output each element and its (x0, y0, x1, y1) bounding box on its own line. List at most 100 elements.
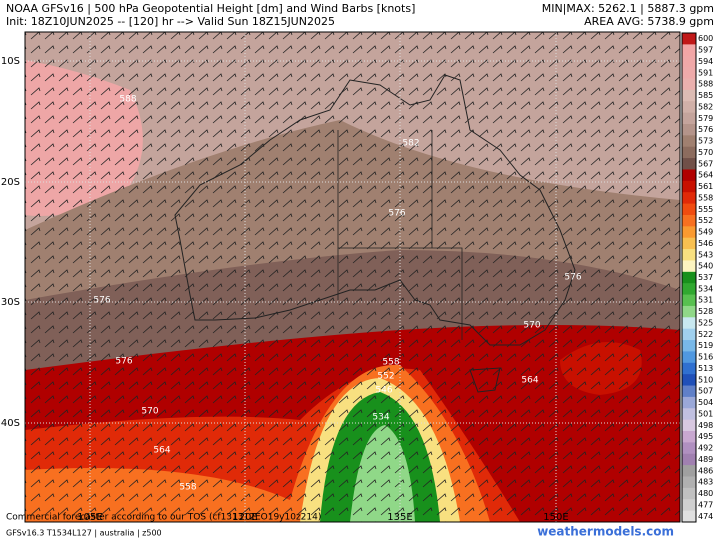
colorbar-label: 573 (698, 137, 713, 146)
colorbar-swatch (682, 294, 696, 307)
colorbar-swatch (682, 442, 696, 455)
colorbar-swatch (682, 44, 696, 57)
colorbar-frame (681, 32, 697, 523)
contour-label: 576 (388, 209, 405, 219)
colorbar-swatch (682, 385, 696, 398)
colorbar-swatch (682, 476, 696, 489)
colorbar-swatch (682, 283, 696, 296)
colorbar-swatch (682, 305, 696, 318)
colorbar-label: 594 (698, 57, 713, 66)
title: NOAA GFSv16 | 500 hPa Geopotential Heigh… (6, 2, 415, 15)
tasmania (469, 367, 501, 393)
colorbar-swatch (682, 67, 696, 79)
colorbar-swatch (682, 362, 696, 375)
colorbar-swatch (682, 135, 696, 148)
colorbar-label: 600 (698, 34, 713, 43)
map-frame (24, 31, 681, 523)
colorbar-swatch (682, 487, 696, 500)
colorbar-swatch (682, 180, 696, 193)
colorbar-label: 561 (698, 182, 713, 191)
colorbar-label: 522 (698, 330, 713, 339)
model-info: GFSv16.3 T1534L127 | australia | z500 (6, 529, 162, 538)
colorbar-label: 588 (698, 80, 713, 89)
colorbar-label: 486 (698, 466, 713, 475)
colorbar-swatch (682, 33, 696, 45)
lon-label: 105E (77, 512, 102, 523)
colorbar-swatch (682, 89, 696, 102)
contour-label: 582 (402, 139, 419, 149)
colorbar-swatch (682, 158, 696, 170)
contour-label: 576 (564, 273, 581, 283)
colorbar-label: 564 (698, 171, 713, 180)
colorbar-swatch (682, 453, 696, 466)
colorbar-label: 549 (698, 228, 713, 237)
contour-label: 558 (179, 483, 196, 493)
colorbar-swatch (682, 226, 696, 239)
wind-barbs (25, 32, 680, 522)
colorbar-label: 585 (698, 91, 713, 100)
contour-label: 564 (521, 376, 538, 386)
colorbar-swatch (682, 340, 696, 352)
colorbar-label: 537 (698, 273, 713, 282)
colorbar-swatch (682, 510, 696, 523)
contour-label: 558 (382, 358, 399, 368)
colorbar-swatch (682, 396, 696, 409)
site[interactable]: weathermodels.com (537, 525, 674, 539)
colorbar-label: 546 (698, 239, 713, 248)
colorbar-label: 540 (698, 262, 713, 271)
colorbar-swatch (682, 249, 696, 261)
colorbar-label: 516 (698, 353, 713, 362)
state-borders (337, 130, 463, 340)
colorbar-swatch (682, 78, 696, 91)
contour-label: 576 (93, 296, 110, 306)
lat-label: 10S (1, 56, 20, 67)
contour-label: 552 (377, 372, 394, 382)
contour-label: 570 (523, 321, 540, 331)
colorbar-label: 531 (698, 296, 713, 305)
contour-label: 570 (141, 407, 158, 417)
colorbar-label: 525 (698, 318, 713, 327)
contour-label: 546 (375, 386, 392, 396)
colorbar-label: 501 (698, 409, 713, 418)
colorbar-swatch (682, 431, 696, 443)
colorbar-label: 552 (698, 216, 713, 225)
colorbar-label: 543 (698, 250, 713, 259)
colorbar-label: 528 (698, 307, 713, 316)
colorbar-label: 597 (698, 46, 713, 55)
colorbar-label: 474 (698, 512, 713, 521)
colorbar-label: 570 (698, 148, 713, 157)
colorbar-label: 498 (698, 421, 713, 430)
colorbar-swatch (682, 169, 696, 182)
colorbar-label: 510 (698, 375, 713, 384)
colorbar-swatch (682, 419, 696, 432)
lon-label: 120E (232, 512, 257, 523)
colorbar-label: 591 (698, 68, 713, 77)
lon-label: 135E (387, 512, 412, 523)
colorbar-label: 555 (698, 205, 713, 214)
colorbar-label: 534 (698, 284, 713, 293)
map: 588 582 576 576 576 576 570 570 564 564 558 558 552 5… (25, 32, 680, 522)
contour-label: 588 (119, 95, 136, 105)
contour-label: 564 (153, 446, 170, 456)
contour-label: 576 (115, 357, 132, 367)
colorbar-swatch (682, 146, 696, 159)
colorbar-swatch (682, 203, 696, 216)
colorbar-swatch (682, 317, 696, 330)
colorbar-label: 483 (698, 478, 713, 487)
colorbar-swatch (682, 260, 696, 273)
colorbar-swatch (682, 351, 696, 364)
colorbar-swatch (682, 271, 696, 284)
lat-label: 40S (1, 418, 20, 429)
colorbar-label: 513 (698, 364, 713, 373)
colorbar-swatch (682, 123, 696, 136)
colorbar-label: 495 (698, 432, 713, 441)
colorbar-label: 489 (698, 455, 713, 464)
colorbar-swatch (682, 374, 696, 387)
area-avg: AREA AVG: 5738.9 gpm (584, 15, 714, 28)
contour-label: 534 (372, 413, 389, 423)
minmax: MIN|MAX: 5262.1 | 5887.3 gpm (542, 2, 714, 15)
colorbar-label: 582 (698, 102, 713, 111)
colorbar-label: 492 (698, 444, 713, 453)
colorbar-swatch (682, 328, 696, 341)
